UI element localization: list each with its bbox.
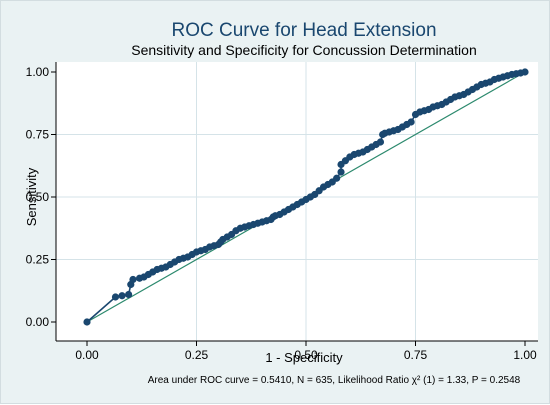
chart-title: ROC Curve for Head Extension bbox=[171, 20, 436, 41]
axis-layer: 0.00 0.25 0.50 0.75 1.00 0.00 0.25 0.50 0.75 1.00 bbox=[26, 62, 538, 362]
roc-point bbox=[337, 168, 345, 176]
roc-point bbox=[407, 118, 415, 126]
chart-note: Area under ROC curve = 0.5410, N = 635, … bbox=[148, 375, 521, 386]
x-tick-label: 0.25 bbox=[185, 348, 209, 362]
roc-point bbox=[333, 174, 341, 182]
roc-point bbox=[521, 68, 529, 76]
x-axis-label: 1 - Specificity bbox=[265, 350, 343, 365]
roc-point bbox=[111, 293, 120, 301]
roc-point bbox=[376, 138, 385, 146]
roc-point bbox=[83, 318, 91, 326]
x-tick-label: 0.00 bbox=[75, 348, 99, 362]
y-axis-label: Sensitivity bbox=[24, 167, 39, 226]
x-tick-label: 1.00 bbox=[513, 348, 537, 362]
roc-point bbox=[129, 275, 137, 284]
chart-subtitle: Sensitivity and Specificity for Concussi… bbox=[131, 42, 477, 58]
y-tick-label: 1.00 bbox=[26, 65, 50, 79]
y-tick-label: 0.00 bbox=[26, 315, 50, 329]
y-tick-label: 0.75 bbox=[26, 128, 50, 142]
y-tick-label: 0.25 bbox=[26, 253, 50, 267]
roc-series bbox=[83, 68, 529, 326]
x-tick-label: 0.50 bbox=[294, 348, 318, 362]
roc-point bbox=[125, 290, 133, 299]
x-tick-label: 0.75 bbox=[404, 348, 428, 362]
y-tick-label: 0.50 bbox=[26, 190, 50, 204]
roc-point bbox=[118, 292, 126, 300]
